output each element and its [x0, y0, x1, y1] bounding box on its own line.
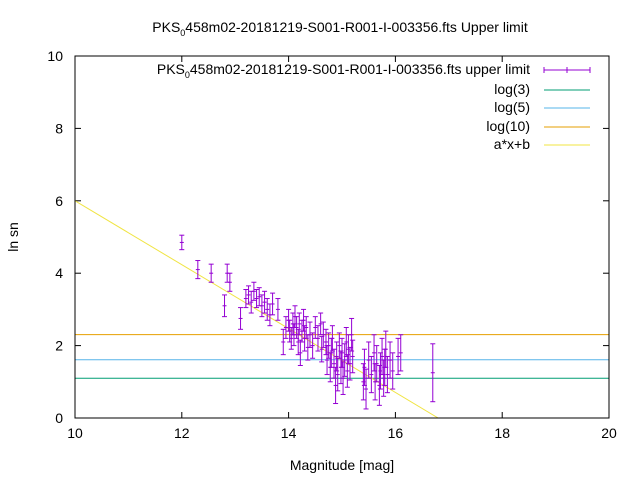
data-point	[195, 260, 201, 280]
data-point	[238, 307, 244, 330]
data-point	[270, 292, 276, 316]
data-point	[259, 294, 265, 318]
data-point	[349, 317, 355, 352]
data-point	[387, 341, 393, 379]
data-point	[227, 272, 233, 292]
data-point	[318, 312, 324, 336]
data-point	[368, 355, 374, 394]
legend-label-log5: log(5)	[494, 99, 530, 115]
x-tick-label: 10	[67, 425, 83, 441]
data-point	[395, 337, 401, 376]
data-point	[262, 290, 268, 314]
data-point	[323, 328, 329, 356]
legend-label-fit: a*x+b	[494, 136, 530, 152]
data-point	[246, 285, 252, 305]
data-point	[307, 321, 313, 348]
data-point	[320, 321, 326, 348]
x-tick-label: 12	[174, 425, 190, 441]
data-point	[222, 294, 228, 318]
data-point	[254, 288, 260, 309]
data-point	[310, 332, 316, 359]
data-point	[208, 263, 214, 283]
data-point	[374, 345, 380, 383]
data-point	[384, 355, 390, 394]
y-tick-label: 4	[55, 265, 63, 281]
y-tick-label: 2	[55, 338, 63, 354]
data-point	[398, 334, 404, 372]
data-point	[333, 366, 339, 405]
data-point	[179, 234, 185, 251]
x-tick-label: 18	[494, 425, 510, 441]
data-point	[315, 325, 321, 352]
data-point	[296, 312, 302, 336]
x-tick-label: 16	[388, 425, 404, 441]
data-point	[344, 354, 350, 388]
legend-sample-data	[543, 67, 591, 73]
data-point	[329, 325, 335, 352]
legend-label-log3: log(3)	[494, 81, 530, 97]
data-point	[390, 352, 396, 390]
x-tick-label: 14	[281, 425, 297, 441]
y-axis-label: ln sn	[5, 222, 21, 252]
data-point	[283, 316, 289, 339]
y-tick-label: 8	[55, 120, 63, 136]
data-point	[350, 339, 356, 374]
data-point	[383, 330, 389, 368]
data-point	[366, 341, 372, 379]
x-axis-label: Magnitude [mag]	[290, 457, 394, 473]
data-point	[301, 308, 307, 332]
data-point	[376, 365, 382, 406]
data-point	[430, 343, 436, 403]
data-point	[243, 288, 249, 309]
data-point	[363, 368, 369, 410]
legend-label-data: PKS0458m02-20181219-S001-R001-I-003356.f…	[157, 61, 530, 80]
plot-area	[75, 200, 609, 418]
data-point	[275, 298, 281, 321]
data-point	[264, 298, 270, 321]
plot-frame	[74, 55, 610, 419]
data-point	[251, 281, 257, 301]
data-point	[371, 334, 377, 372]
y-tick-label: 10	[47, 48, 63, 64]
data-point	[339, 337, 345, 368]
chart-title: PKS0458m02-20181219-S001-R001-I-003356.f…	[152, 19, 528, 38]
data-point	[334, 341, 340, 372]
x-tick-label: 20	[601, 425, 617, 441]
data-point	[340, 361, 346, 395]
data-point	[280, 328, 286, 356]
y-tick-label: 0	[55, 410, 63, 426]
legend-label-log10: log(10)	[486, 118, 530, 134]
data-point	[328, 337, 334, 368]
data-point	[256, 287, 262, 307]
y-tick-label: 6	[55, 193, 63, 209]
